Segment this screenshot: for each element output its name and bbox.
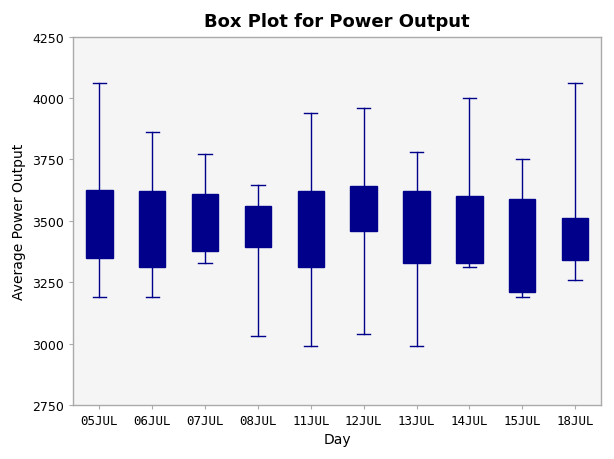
Title: Box Plot for Power Output: Box Plot for Power Output bbox=[204, 12, 470, 30]
PathPatch shape bbox=[139, 192, 165, 268]
PathPatch shape bbox=[351, 187, 377, 231]
PathPatch shape bbox=[456, 197, 483, 263]
PathPatch shape bbox=[562, 219, 588, 260]
PathPatch shape bbox=[403, 192, 430, 263]
PathPatch shape bbox=[245, 207, 271, 247]
PathPatch shape bbox=[192, 194, 219, 252]
PathPatch shape bbox=[509, 199, 535, 292]
PathPatch shape bbox=[298, 192, 324, 268]
PathPatch shape bbox=[86, 190, 112, 258]
Y-axis label: Average Power Output: Average Power Output bbox=[12, 143, 26, 299]
X-axis label: Day: Day bbox=[324, 432, 351, 447]
